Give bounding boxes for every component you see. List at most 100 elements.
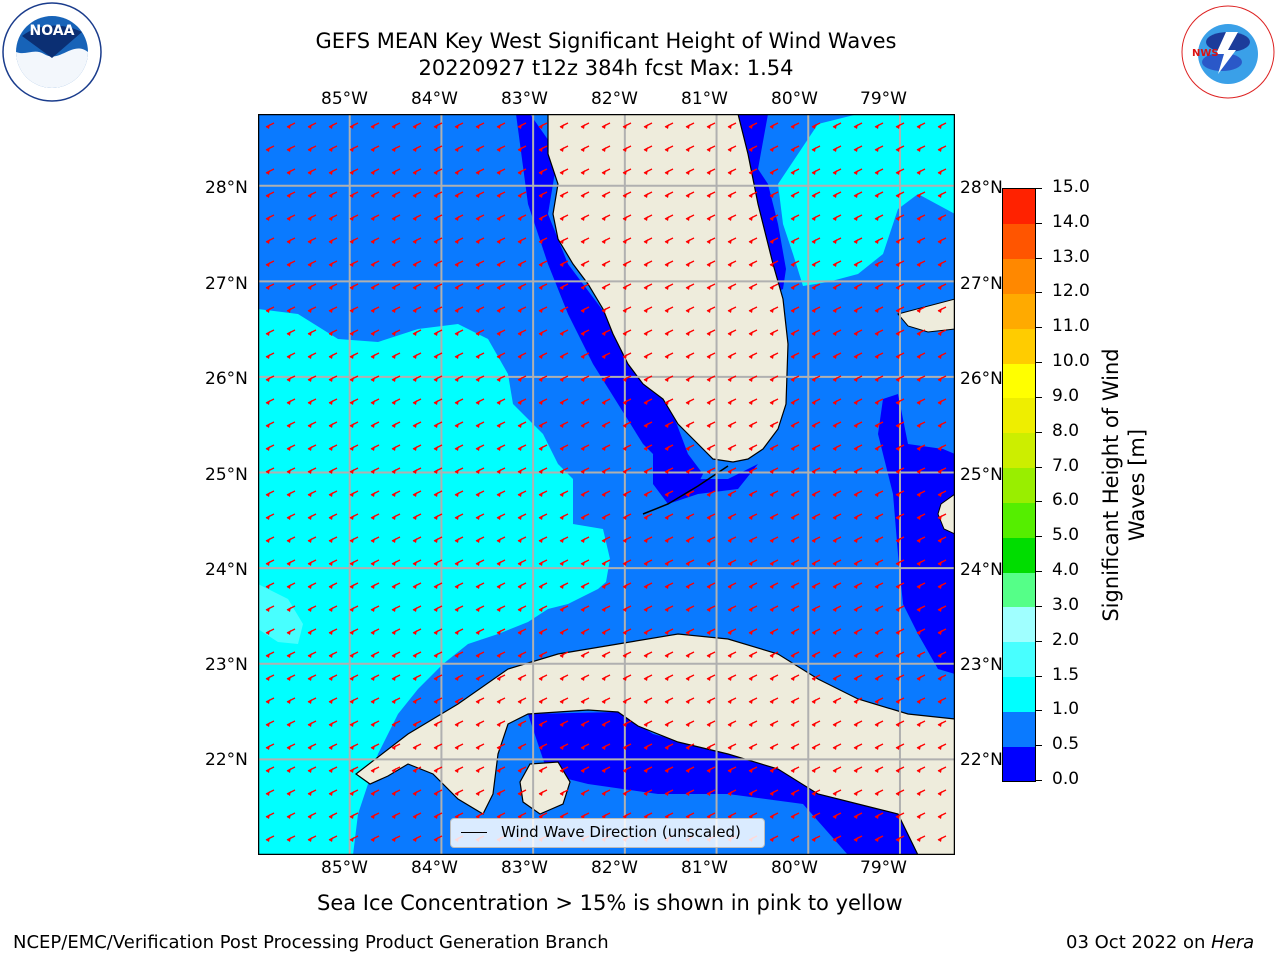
wave-arrow <box>664 398 674 405</box>
wave-arrow <box>328 421 338 428</box>
noaa-logo-text: NOAA <box>30 23 75 39</box>
wave-arrow <box>349 743 359 750</box>
wave-arrow <box>391 743 401 750</box>
wave-arrow <box>496 628 506 635</box>
wave-arrow <box>601 283 611 290</box>
wave-arrow <box>286 605 296 612</box>
wave-arrow <box>265 145 275 152</box>
wave-arrow <box>769 398 779 405</box>
wave-arrow <box>916 260 926 267</box>
wave-arrow <box>517 122 527 129</box>
colorbar-tick-label: 10.0 <box>1052 351 1090 372</box>
wave-arrow <box>580 398 590 405</box>
map-panel <box>257 113 956 856</box>
wave-arrow <box>349 536 359 543</box>
wave-arrow <box>811 122 821 129</box>
wave-arrow <box>895 651 905 658</box>
wave-arrow <box>811 743 821 750</box>
wave-arrow <box>643 122 653 129</box>
wave-arrow <box>895 605 905 612</box>
wave-arrow <box>580 651 590 658</box>
wave-arrow <box>874 766 884 773</box>
wave-arrow <box>643 329 653 336</box>
wave-arrow <box>685 467 695 474</box>
wave-arrow <box>832 145 842 152</box>
wave-arrow <box>307 536 317 543</box>
wave-arrow <box>706 168 716 175</box>
wave-arrow <box>601 559 611 566</box>
wave-arrow <box>391 191 401 198</box>
wave-arrow <box>412 444 422 451</box>
wave-arrow <box>643 467 653 474</box>
wave-arrow <box>916 421 926 428</box>
wave-arrow <box>307 168 317 175</box>
colorbar-tick-mark <box>1036 640 1042 642</box>
wave-arrow <box>727 444 737 451</box>
wave-arrow <box>307 237 317 244</box>
wave-arrow <box>517 191 527 198</box>
wave-arrow <box>286 490 296 497</box>
wave-arrow <box>895 421 905 428</box>
colorbar-tick-label: 1.0 <box>1052 699 1080 720</box>
wave-arrow <box>664 467 674 474</box>
lon-label-top-85: 85°W <box>321 89 368 109</box>
wave-arrow <box>664 490 674 497</box>
wave-arrow <box>370 628 380 635</box>
wave-arrow <box>538 720 548 727</box>
wave-arrow <box>811 651 821 658</box>
wave-arrow <box>307 260 317 267</box>
wave-arrow <box>874 283 884 290</box>
wave-arrow <box>832 582 842 589</box>
wave-arrow <box>580 743 590 750</box>
wave-arrow <box>307 490 317 497</box>
wave-arrow <box>475 214 485 221</box>
wave-arrow <box>433 237 443 244</box>
wave-arrow <box>307 467 317 474</box>
wave-arrow <box>475 490 485 497</box>
wave-arrow <box>916 467 926 474</box>
wave-arrow <box>328 628 338 635</box>
wave-arrow <box>328 812 338 819</box>
wave-arrow <box>559 789 569 796</box>
wave-arrow <box>559 191 569 198</box>
wave-arrow <box>916 306 926 313</box>
wave-arrow <box>580 766 590 773</box>
wave-arrow <box>937 559 947 566</box>
wave-arrow <box>622 306 632 313</box>
wave-arrow <box>622 260 632 267</box>
wave-arrow <box>496 582 506 589</box>
wave-arrow <box>496 651 506 658</box>
wave-arrow <box>790 329 800 336</box>
wave-arrow <box>706 628 716 635</box>
lon-label-bottom-82: 82°W <box>591 858 638 878</box>
wave-arrow <box>748 605 758 612</box>
wave-arrow <box>748 283 758 290</box>
wave-arrow <box>622 145 632 152</box>
wave-arrow <box>475 812 485 819</box>
wave-arrow <box>937 260 947 267</box>
wave-arrow <box>517 720 527 727</box>
wave-arrow <box>916 835 926 842</box>
wave-arrow <box>496 812 506 819</box>
wave-arrow <box>496 168 506 175</box>
wave-arrow <box>706 536 716 543</box>
wave-arrow <box>265 559 275 566</box>
wave-arrow <box>475 651 485 658</box>
wave-arrow <box>916 329 926 336</box>
wave-arrow <box>853 789 863 796</box>
wave-arrow <box>328 329 338 336</box>
wave-arrow <box>286 559 296 566</box>
wave-arrow <box>601 168 611 175</box>
wave-arrow <box>937 720 947 727</box>
wave-arrow <box>895 582 905 589</box>
wave-arrow <box>790 743 800 750</box>
colorbar-tick-label: 8.0 <box>1052 420 1080 441</box>
wave-arrow <box>307 421 317 428</box>
wave-arrow <box>706 651 716 658</box>
wave-arrow <box>832 720 842 727</box>
wave-arrow <box>391 628 401 635</box>
wave-arrow <box>328 214 338 221</box>
wave-arrow <box>706 421 716 428</box>
wave-arrow <box>538 237 548 244</box>
wave-arrow <box>853 559 863 566</box>
